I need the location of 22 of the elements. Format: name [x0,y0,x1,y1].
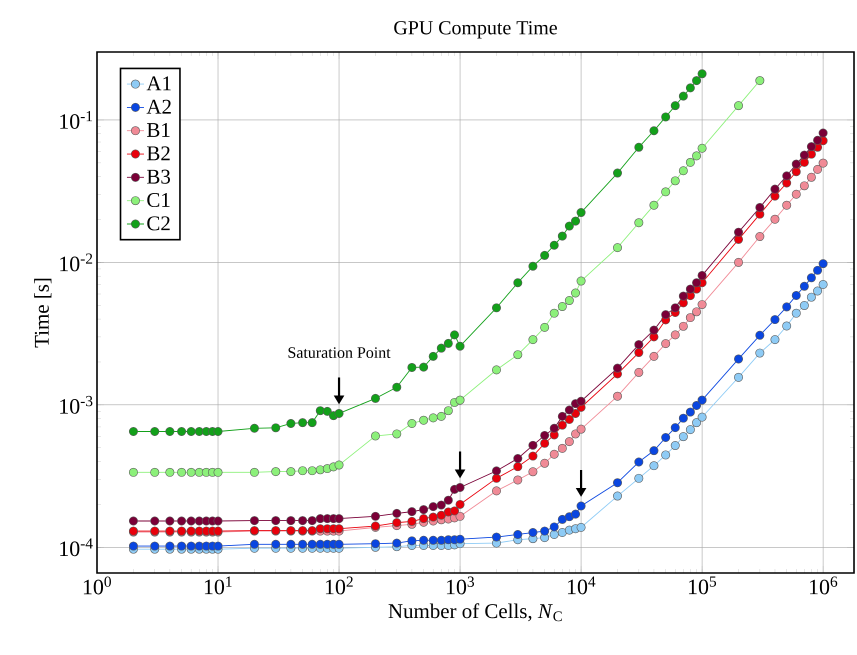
x-tick-label: 10$^{2}$ [326,576,353,594]
y-axis-title: Time [s] [34,278,52,348]
legend-label: B1 [147,123,170,137]
legend-label: B2 [147,146,170,160]
annotation: Saturation Point [288,347,391,358]
x-tick-label: 10$^{0}$ [84,576,111,594]
x-tick-label: 10$^{4}$ [568,576,596,594]
legend-label: A1 [146,76,171,90]
y-tick-label: 10$^{-1}$ [60,111,92,129]
x-tick-label: 10$^{6}$ [810,576,838,594]
y-tick-label: 10$^{-2}$ [60,253,92,272]
y-tick-label: 10$^{-4}$ [60,538,93,556]
legend-label: C2 [147,216,170,230]
x-tick-label: 10$^{3}$ [446,576,474,594]
legend-label: B3 [147,170,170,184]
x-tick-label: 10$^{5}$ [688,576,716,594]
chart-title: GPU Compute Time [394,21,557,38]
y-tick-label: 10$^{-3}$ [60,396,92,414]
x-tick-label: 10$^{1}$ [204,576,232,594]
x-axis-title: Number of Cells, N$_{C}$ [388,603,562,622]
legend-label: A2 [146,100,171,114]
legend-label: C1 [147,192,170,208]
